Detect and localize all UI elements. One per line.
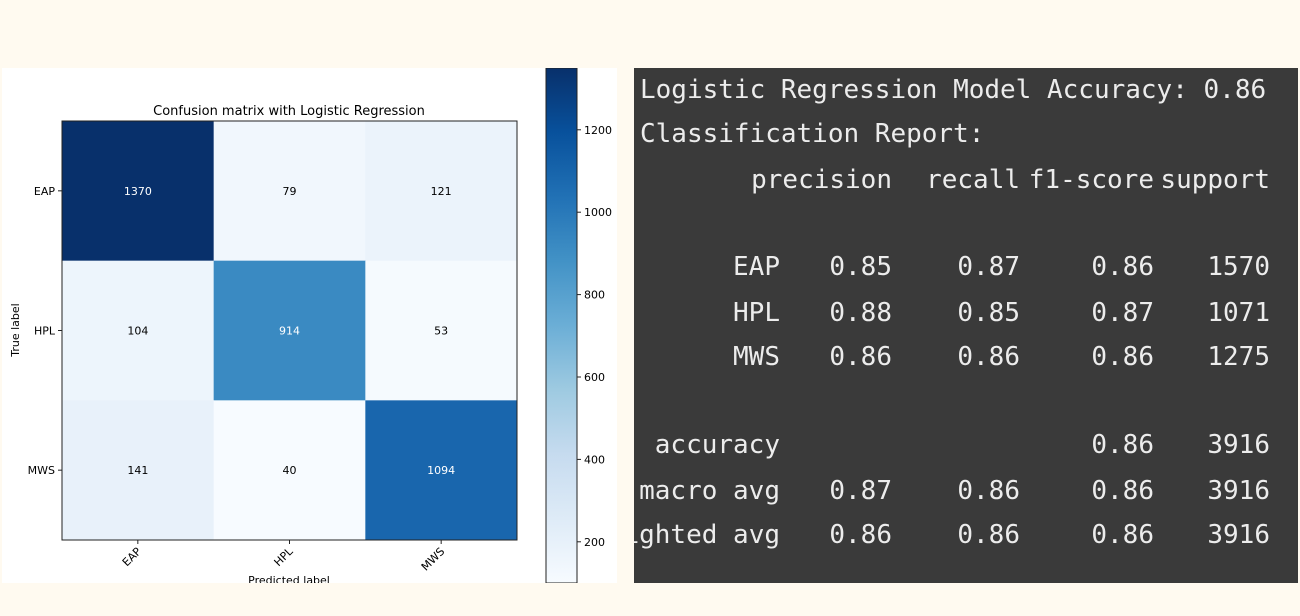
colorbar-tick-label: 400 [584, 453, 605, 466]
x-tick-label: HPL [272, 544, 297, 569]
cell-support: 3916 [1207, 430, 1270, 460]
cell-value-label: 40 [283, 464, 297, 477]
cell-value-label: 104 [127, 325, 148, 338]
y-tick-label: MWS [28, 464, 55, 477]
column-header-recall: recall [926, 165, 1020, 195]
colorbar-gradient [545, 68, 578, 583]
row-label: accuracy [655, 430, 780, 460]
classification-report: Logistic Regression Model Accuracy: 0.86… [634, 75, 1270, 550]
y-tick-label: EAP [34, 185, 55, 198]
cell-value-label: 53 [434, 325, 448, 338]
row-label: EAP [733, 252, 780, 282]
cell-support: 1275 [1207, 342, 1270, 372]
cell-precision: 0.86 [829, 342, 892, 372]
cell-value-label: 141 [127, 464, 148, 477]
matrix-cell-mws-mws [365, 400, 518, 541]
cell-f1-score: 0.86 [1091, 476, 1154, 506]
cell-support: 3916 [1207, 476, 1270, 506]
column-header-precision: precision [751, 165, 892, 195]
colorbar-tick-label: 1000 [584, 206, 612, 219]
x-tick-label: EAP [120, 545, 144, 569]
y-axis-label: True label [9, 303, 22, 357]
confusion-matrix-panel: Confusion matrix with Logistic Regressio… [2, 68, 617, 583]
matrix-cell-mws-eap [62, 400, 215, 541]
cell-precision: 0.88 [829, 298, 892, 328]
colorbar-tick-label: 1200 [584, 124, 612, 137]
colorbar-tick-label: 600 [584, 371, 605, 384]
cell-support: 1071 [1207, 298, 1270, 328]
matrix-cell-eap-mws [365, 121, 518, 262]
matrix-cell-eap-eap [62, 121, 215, 262]
cell-support: 1570 [1207, 252, 1270, 282]
cell-recall: 0.86 [957, 342, 1020, 372]
cell-value-label: 914 [279, 325, 300, 338]
cell-recall: 0.86 [957, 520, 1020, 550]
colorbar: 200 400 600 800 1000 1200 [545, 68, 612, 583]
chart-title: Confusion matrix with Logistic Regressio… [153, 104, 425, 119]
cell-value-label: 121 [431, 185, 452, 198]
matrix-cell-hpl-eap [62, 260, 215, 401]
cell-precision: 0.87 [829, 476, 892, 506]
row-label: macro avg [639, 476, 780, 506]
cell-value-label: 1370 [124, 185, 152, 198]
confusion-matrix-chart: Confusion matrix with Logistic Regressio… [9, 68, 612, 583]
matrix-cell-hpl-hpl [213, 260, 366, 401]
column-header-support: support [1160, 165, 1270, 195]
model-accuracy-line: Logistic Regression Model Accuracy: 0.86 [640, 75, 1266, 105]
y-tick-label: HPL [34, 325, 56, 338]
cell-precision: 0.86 [829, 520, 892, 550]
cell-f1-score: 0.87 [1091, 298, 1154, 328]
report-row-MWS: MWS 0.86 0.86 0.86 1275 [733, 342, 1270, 372]
column-header-f1-score: f1-score [1029, 165, 1154, 195]
x-tick-label: MWS [419, 545, 448, 574]
cell-recall: 0.87 [957, 252, 1020, 282]
report-row-weighted-avg: weighted avg 0.86 0.86 0.86 3916 [634, 520, 1270, 550]
cell-recall: 0.86 [957, 476, 1020, 506]
row-label: HPL [733, 298, 780, 328]
cell-f1-score: 0.86 [1091, 430, 1154, 460]
cell-support: 3916 [1207, 520, 1270, 550]
x-axis-label: Predicted label [248, 574, 330, 583]
report-title: Classification Report: [640, 119, 984, 149]
cell-f1-score: 0.86 [1091, 342, 1154, 372]
matrix-cell-hpl-mws [365, 260, 518, 401]
cell-recall: 0.85 [957, 298, 1020, 328]
cell-f1-score: 0.86 [1091, 520, 1154, 550]
report-row-EAP: EAP 0.85 0.87 0.86 1570 [733, 252, 1270, 282]
matrix-cell-eap-hpl [213, 121, 366, 262]
matrix-cell-mws-hpl [213, 400, 366, 541]
colorbar-tick-label: 200 [584, 536, 605, 549]
row-label: weighted avg [634, 520, 780, 550]
classification-report-panel: Logistic Regression Model Accuracy: 0.86… [634, 68, 1298, 583]
report-row-HPL: HPL 0.88 0.85 0.87 1071 [733, 298, 1270, 328]
colorbar-tick-label: 800 [584, 289, 605, 302]
cell-precision: 0.85 [829, 252, 892, 282]
cell-value-label: 1094 [427, 464, 455, 477]
row-label: MWS [733, 342, 780, 372]
report-row-accuracy: accuracy 0.86 3916 [655, 430, 1270, 460]
cell-value-label: 79 [283, 185, 297, 198]
cell-f1-score: 0.86 [1091, 252, 1154, 282]
report-row-macro-avg: macro avg 0.87 0.86 0.86 3916 [639, 476, 1270, 506]
